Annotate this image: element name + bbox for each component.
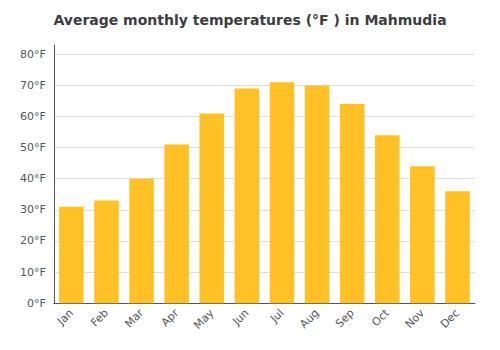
svg-text:Aug: Aug xyxy=(297,307,321,331)
svg-text:Feb: Feb xyxy=(88,307,111,330)
svg-text:50°F: 50°F xyxy=(20,141,46,154)
svg-text:Jan: Jan xyxy=(54,307,76,329)
svg-text:Average monthly temperatures (: Average monthly temperatures (°F ) in Ma… xyxy=(53,12,446,28)
svg-text:Jul: Jul xyxy=(267,307,286,326)
svg-text:40°F: 40°F xyxy=(20,172,46,185)
svg-text:30°F: 30°F xyxy=(20,203,46,216)
svg-text:20°F: 20°F xyxy=(20,234,46,247)
svg-text:70°F: 70°F xyxy=(20,79,46,92)
svg-text:Apr: Apr xyxy=(159,306,182,329)
svg-text:10°F: 10°F xyxy=(20,266,46,279)
svg-text:Sep: Sep xyxy=(333,307,357,331)
svg-text:0°F: 0°F xyxy=(27,297,46,310)
svg-text:Jun: Jun xyxy=(229,307,251,329)
svg-text:Nov: Nov xyxy=(403,306,428,331)
svg-text:Dec: Dec xyxy=(438,307,462,331)
svg-text:Mar: Mar xyxy=(122,306,146,330)
svg-text:Oct: Oct xyxy=(369,306,392,329)
svg-text:May: May xyxy=(191,306,217,332)
svg-text:80°F: 80°F xyxy=(20,48,46,61)
svg-text:60°F: 60°F xyxy=(20,110,46,123)
